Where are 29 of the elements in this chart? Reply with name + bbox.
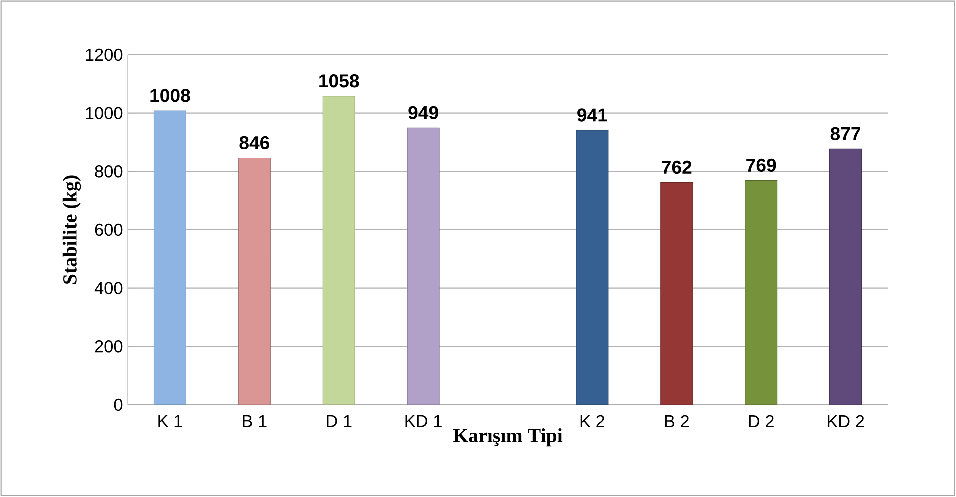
- x-tick-label: KD 1: [406, 415, 442, 428]
- data-label: 762: [662, 160, 692, 174]
- y-tick-label: 800: [95, 166, 123, 178]
- y-tick-label: 200: [95, 340, 123, 353]
- x-axis-title: Karışım Tipi: [453, 428, 563, 447]
- data-label: 846: [240, 136, 270, 150]
- x-tick-label: D 1: [327, 415, 352, 428]
- data-label: 941: [578, 108, 608, 122]
- x-tick-label: D 2: [749, 415, 774, 428]
- data-label: 1008: [150, 89, 190, 102]
- y-tick-label: 0: [114, 398, 123, 412]
- bar: [830, 148, 862, 405]
- y-tick-label: 1000: [86, 107, 123, 120]
- x-tick-label: KD 2: [828, 415, 864, 428]
- data-label: 769: [746, 158, 776, 172]
- data-label: 949: [408, 106, 438, 120]
- bar: [154, 110, 186, 405]
- y-tick-label: 1200: [86, 48, 123, 62]
- bar: [576, 130, 609, 405]
- x-tick-label: K 2: [580, 415, 605, 428]
- x-tick-label: B 1: [243, 415, 267, 428]
- x-tick-label: B 2: [665, 415, 689, 428]
- y-tick-label: 600: [95, 224, 123, 236]
- x-tick-label: K 1: [158, 415, 182, 428]
- y-tick-label: 400: [94, 282, 123, 294]
- bar: [322, 96, 356, 405]
- data-label: 877: [830, 127, 860, 141]
- y-axis-title: Stabilite (kg): [62, 176, 82, 284]
- data-label: 1058: [320, 74, 360, 88]
